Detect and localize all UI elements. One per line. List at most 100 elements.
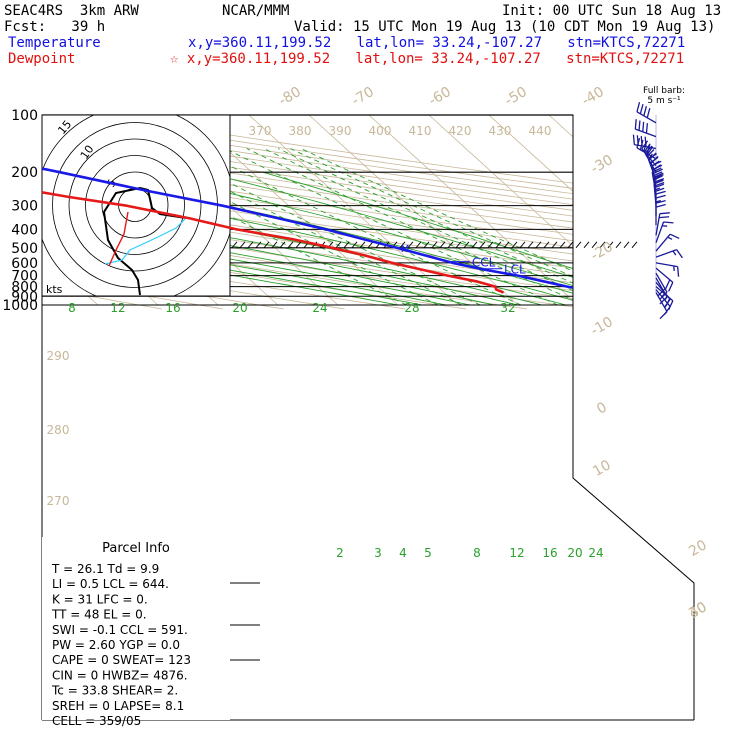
freezing-hatch-mark (559, 241, 566, 249)
wind-barb-flag (655, 199, 666, 204)
parcel-info-row: CAPE = 0 SWEAT= 123 (52, 653, 191, 667)
wind-barb-flag (659, 212, 670, 215)
theta-label: 370 (249, 124, 272, 138)
dewpoint-profile-line (42, 115, 505, 294)
mixing-ratio-label: 4 (399, 546, 407, 560)
dry-adiabat-line (42, 115, 694, 310)
wind-barb-flag (654, 181, 665, 187)
isotherm-label: -60 (426, 84, 454, 109)
hodograph-units: kts (46, 283, 63, 296)
mixing-ratio-label: 20 (232, 301, 247, 315)
wind-barb-flag (654, 177, 665, 183)
freezing-hatch-mark (255, 241, 262, 249)
isotherm-label: -10 (588, 314, 616, 339)
wind-barb-flag (643, 143, 651, 153)
freezing-hatch-mark (495, 241, 502, 249)
wind-barb-flag (655, 194, 666, 199)
wind-barb-flag (651, 167, 662, 173)
freezing-hatch-mark (527, 241, 534, 249)
wind-barb-flag (649, 156, 659, 164)
mixing-ratio-label: 16 (542, 546, 557, 560)
pressure-tick-label: 800 (11, 280, 38, 296)
wind-barb-flag (655, 203, 666, 208)
parcel-info-row: Tc = 33.8 SHEAR= 2. (51, 684, 178, 698)
freezing-hatch-mark (455, 241, 462, 249)
level-markers: CCL LCL M (401, 244, 526, 277)
wind-barb-column: Full barb:5 m s⁻¹ (632, 86, 685, 320)
mixing-ratio-label: 28 (404, 301, 419, 315)
freezing-hatch-mark (615, 241, 622, 249)
wind-barb-flag (641, 140, 649, 150)
wind-barb-flag (652, 164, 663, 171)
mixing-ratio-label: 8 (473, 546, 481, 560)
project-title: SEAC4RS 3km ARW (4, 3, 139, 19)
wind-barb-flag (643, 105, 648, 116)
sounding-profiles (42, 115, 601, 294)
wind-barb-flag (652, 171, 663, 177)
wind-barb-flag (648, 153, 658, 160)
dry-adiabat-line (42, 115, 694, 310)
parcel-info-box: Parcel Info T = 26.1 Td = 9.9LI = 0.5 LCL… (42, 537, 260, 728)
wind-barb-flag (651, 160, 662, 167)
dry-adiabat-line (42, 115, 694, 310)
wind-barb-flag (667, 297, 671, 303)
dry-adiabat-line (42, 115, 694, 310)
isotherm-label: -30 (588, 152, 616, 177)
isotherm-label: 10 (590, 457, 613, 480)
wind-barb (655, 190, 666, 216)
dewpoint-legend: Dewpoint (8, 51, 76, 67)
pressure-tick-label: 400 (11, 222, 38, 238)
hodograph-ring (101, 171, 169, 239)
wind-barb-flag (653, 174, 664, 179)
wind-barb-flag (657, 288, 666, 297)
parcel-info-row: SWI = -0.1 CCL = 591. (52, 623, 188, 637)
wind-barb (655, 212, 670, 236)
freezing-hatch-mark (463, 241, 470, 249)
theta-label: 420 (449, 124, 472, 138)
freezing-hatch-mark (471, 241, 478, 249)
wind-barb-flag (639, 104, 644, 115)
freezing-hatch-mark (543, 241, 550, 249)
wind-barb-flag (632, 134, 635, 145)
wind-barb-flag (654, 183, 665, 189)
freezing-hatch-mark (247, 241, 254, 249)
parcel-info-row: SREH = 0 LAPSE= 8.1 (52, 699, 184, 713)
pressure-tick-label: 500 (11, 241, 38, 257)
wind-barb (655, 221, 674, 243)
mixing-ratio-label: 12 (509, 546, 524, 560)
theta-label: 380 (289, 124, 312, 138)
level-marker-label: LCL (504, 263, 526, 277)
isotherm-line (608, 115, 694, 306)
dry-adiabat-line (42, 115, 694, 310)
freezing-hatch-mark (487, 241, 494, 249)
parcel-info-row: PW = 2.60 YGP = 0.0 (52, 638, 180, 652)
mixing-ratio-label: 5 (424, 546, 432, 560)
wind-barb-flag (655, 190, 666, 195)
wind-barb-flag (669, 233, 680, 240)
freezing-hatch-mark (295, 241, 302, 249)
wind-barb-flag (644, 145, 653, 154)
freezing-hatch-mark (439, 241, 446, 249)
freezing-hatch-mark (335, 241, 342, 249)
theta-label: 270 (47, 494, 70, 508)
freezing-hatch-mark (351, 241, 358, 249)
wind-barb-flag (646, 146, 654, 156)
isotherm-label: 0 (594, 399, 610, 417)
freezing-hatch-mark (343, 241, 350, 249)
theta-label: 440 (529, 124, 552, 138)
wind-barb-flag (663, 221, 674, 224)
freezing-hatch-mark (503, 241, 510, 249)
mixing-ratio-label: 12 (110, 301, 125, 315)
pressure-tick-label: 300 (11, 199, 38, 215)
wind-barb-flag (659, 216, 670, 219)
freezing-hatch-mark (479, 241, 486, 249)
theta-label: 410 (409, 124, 432, 138)
isotherm-label: -50 (502, 84, 530, 109)
wind-barb-flag (653, 168, 663, 174)
wind-barb-flag (676, 249, 683, 259)
wind-barb-flag (654, 187, 665, 193)
isotherm-label: -80 (276, 84, 304, 109)
freezing-hatch-mark (567, 241, 574, 249)
theta-label: 430 (489, 124, 512, 138)
dewpoint-station-info: ☆ x,y=360.11,199.52 lat,lon= 33.24,-107.… (170, 51, 685, 67)
